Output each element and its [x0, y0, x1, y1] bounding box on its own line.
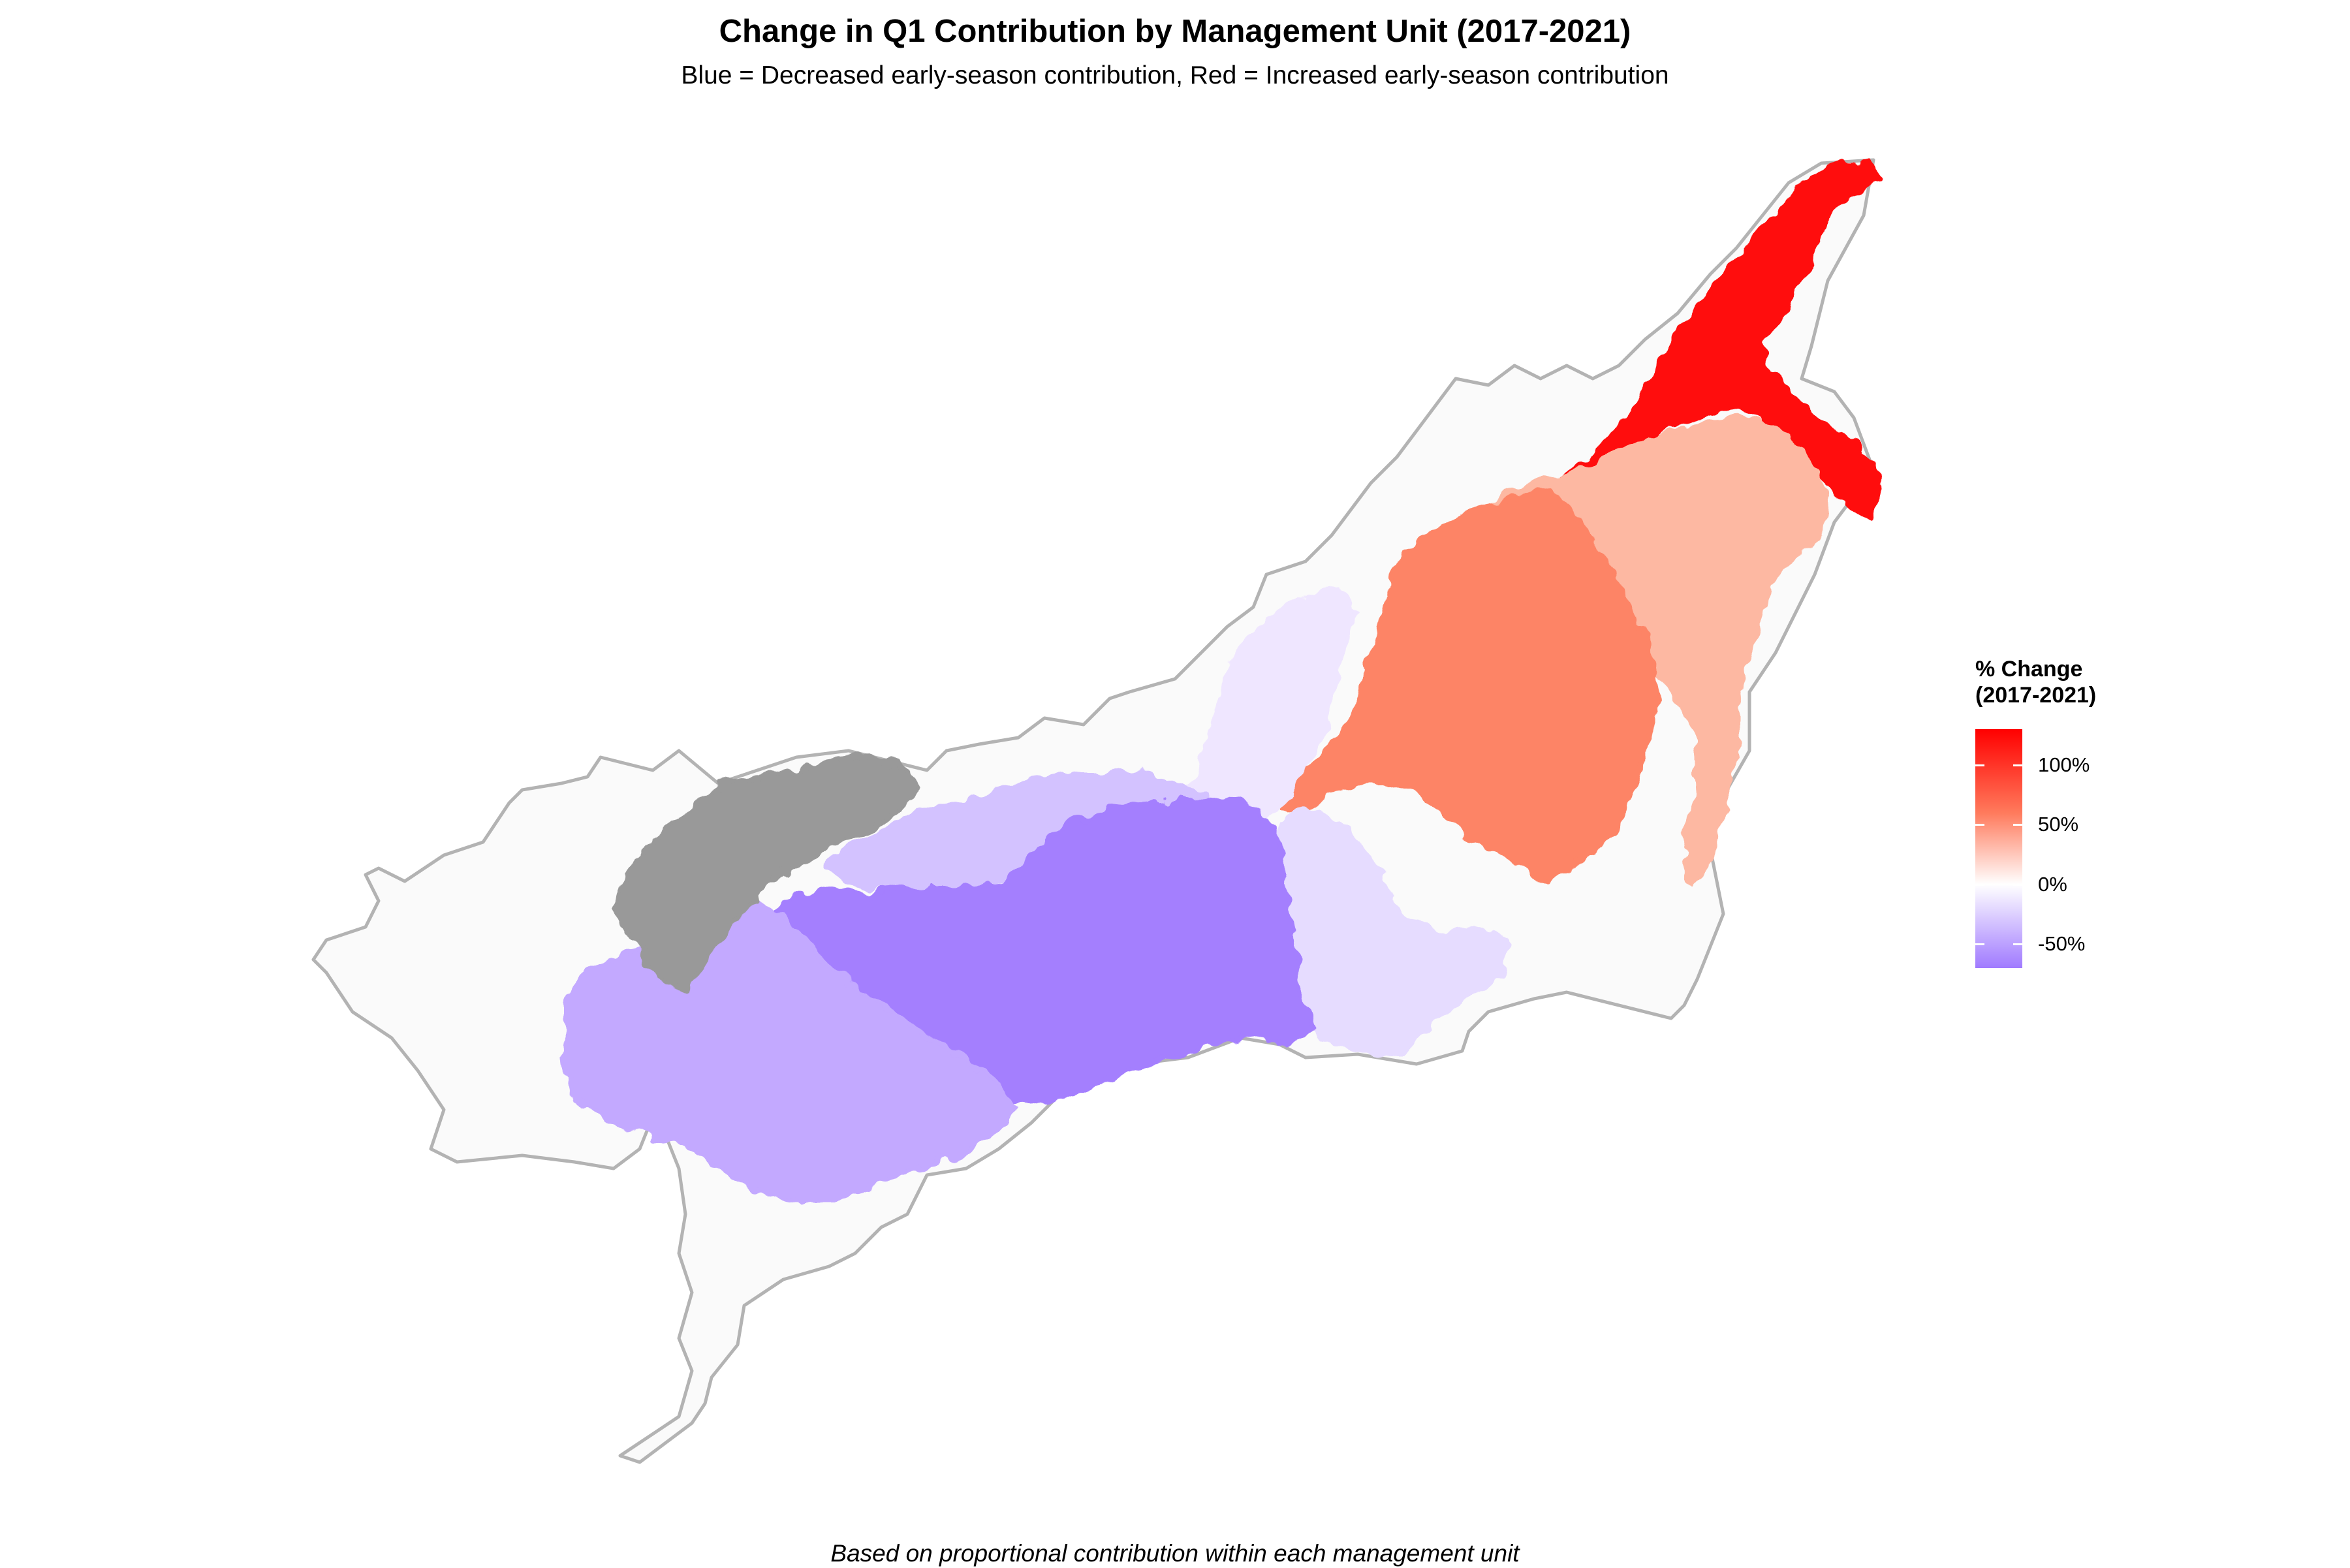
legend-title-line2: (2017-2021): [1975, 683, 2097, 708]
legend-tick-mark: [2013, 883, 2022, 886]
legend-tick-label: 100%: [2038, 753, 2090, 776]
map-caption: Based on proportional contribution withi…: [830, 1540, 1520, 1567]
legend-tick-mark: [2013, 943, 2022, 946]
legend-tick-mark: [1975, 883, 1984, 886]
legend-tick-mark: [1975, 943, 1984, 946]
legend-tick-label: 50%: [2038, 813, 2079, 836]
legend-tick-label: 0%: [2038, 872, 2067, 896]
legend-tick-mark: [1975, 764, 1984, 766]
management-unit-central-east-drainage: [1277, 488, 1660, 883]
legend-tick-mark: [2013, 764, 2022, 766]
map-title: Change in Q1 Contribution by Management …: [719, 14, 1631, 49]
management-unit-north-west-unit: [612, 755, 922, 994]
management-unit-far-north-east-headwaters: [1561, 161, 1882, 518]
legend-colorbar: [1975, 729, 2022, 968]
legend-title-line1: % Change: [1975, 657, 2083, 682]
legend: % Change (2017-2021) 100% 50% 0% -50%: [1975, 656, 2145, 982]
legend-tick-mark: [2013, 824, 2022, 826]
legend-tick-mark: [1975, 824, 1984, 826]
map-subtitle: Blue = Decreased early-season contributi…: [681, 61, 1669, 89]
legend-tick-label: -50%: [2038, 932, 2086, 956]
